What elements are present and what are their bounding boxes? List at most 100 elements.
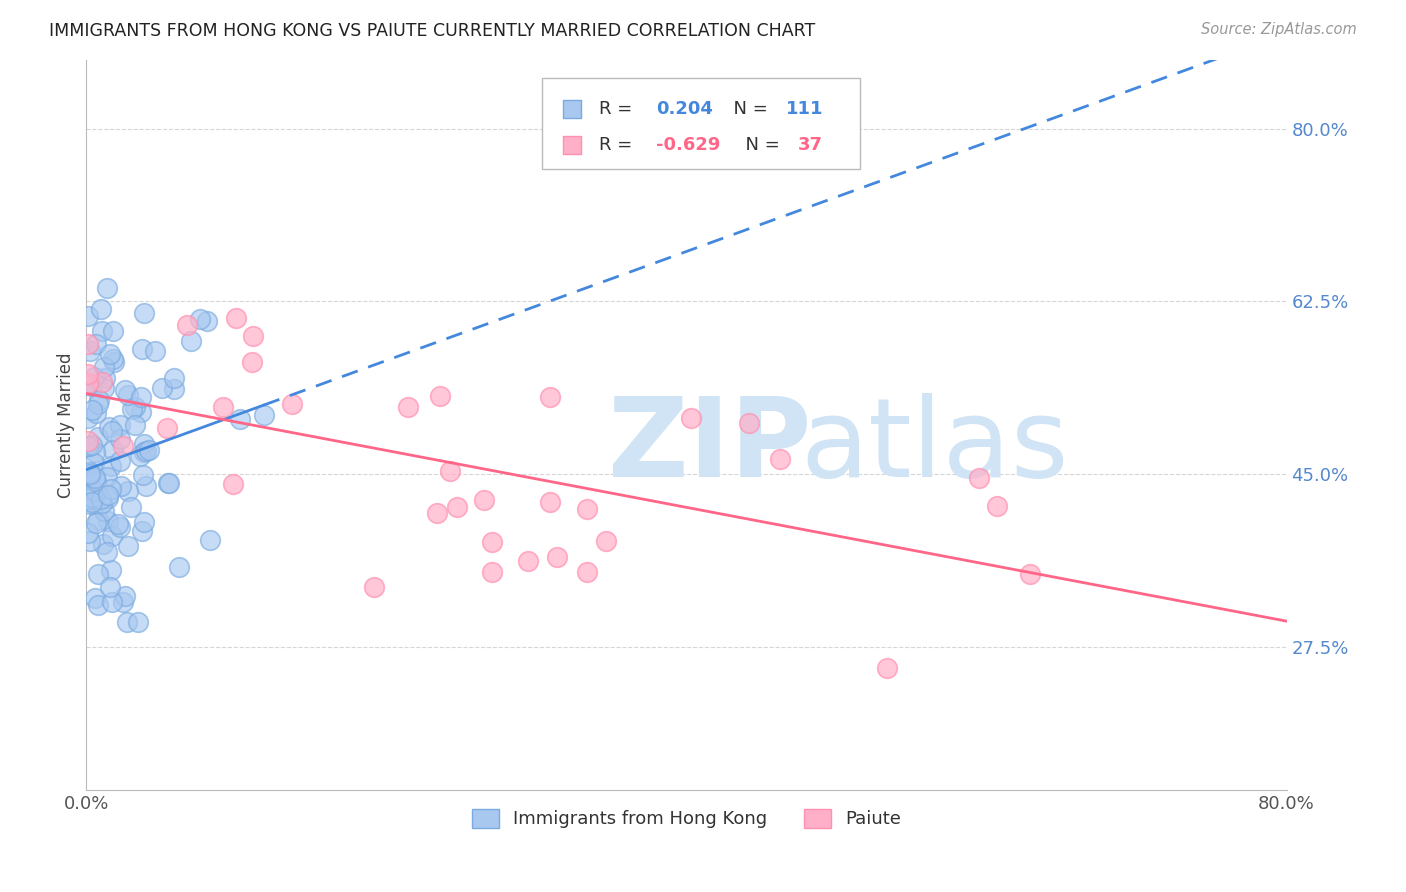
Text: R =: R = (599, 100, 638, 118)
Point (138, 443, 160, 458)
Point (198, 533, 221, 548)
Text: R =: R = (599, 136, 638, 154)
Point (111, 439, 134, 453)
Point (83, 370, 105, 384)
Point (683, 0, 706, 4)
Point (97, 491, 120, 506)
Point (91, 537, 114, 551)
Point (100, 563, 122, 577)
Point (481, 565, 503, 579)
Point (76, 367, 98, 381)
Point (80, 495, 103, 509)
Point (87, 598, 110, 612)
Point (135, 444, 157, 458)
Point (188, 311, 211, 326)
Point (150, 381, 173, 395)
Point (77, 439, 100, 453)
Point (398, 400, 420, 414)
Point (103, 355, 125, 369)
Point (76, 525, 98, 540)
Point (132, 467, 155, 482)
Point (242, 329, 264, 343)
Point (93, 503, 115, 517)
Point (83, 445, 105, 459)
Point (96, 544, 118, 558)
Point (83, 456, 105, 470)
Point (90, 375, 112, 389)
Point (176, 318, 198, 332)
Point (108, 520, 131, 534)
Point (121, 401, 143, 416)
Point (162, 370, 184, 384)
Point (124, 418, 146, 433)
Point (101, 442, 124, 457)
Point (79, 344, 101, 359)
Point (134, 515, 156, 529)
Point (80, 490, 103, 504)
Point (86, 513, 108, 527)
Point (472, 492, 495, 507)
Point (97, 420, 120, 434)
Point (101, 595, 124, 609)
Point (363, 580, 385, 594)
Point (84, 471, 107, 485)
Point (576, 565, 599, 579)
Point (76, 493, 98, 508)
Point (77, 483, 100, 497)
Point (156, 420, 179, 434)
Point (876, 661, 898, 675)
Point (77, 378, 100, 392)
Point (143, 343, 166, 358)
Point (180, 334, 202, 348)
Point (112, 595, 135, 609)
Point (96, 488, 118, 502)
Point (80, 491, 103, 506)
Point (225, 311, 247, 326)
Point (575, 502, 598, 516)
Point (98, 347, 121, 361)
Point (446, 500, 468, 515)
Text: N =: N = (734, 136, 786, 154)
Point (117, 539, 139, 553)
Point (681, 410, 703, 425)
Point (96, 469, 118, 483)
Point (82, 379, 104, 393)
Point (79, 498, 101, 512)
Text: 37: 37 (799, 136, 823, 154)
Point (87, 392, 110, 407)
Point (280, 397, 302, 411)
Point (195, 314, 218, 328)
Point (131, 524, 153, 538)
Point (79, 469, 101, 483)
Point (212, 401, 235, 415)
Point (87, 567, 110, 582)
Point (86, 406, 108, 420)
FancyBboxPatch shape (543, 78, 860, 169)
Point (128, 449, 150, 463)
Point (240, 355, 263, 369)
Point (134, 306, 156, 320)
Text: -0.629: -0.629 (657, 136, 721, 154)
Point (986, 500, 1008, 514)
Point (114, 589, 136, 603)
Point (84, 336, 107, 351)
Point (516, 554, 538, 568)
Point (117, 388, 139, 402)
Point (101, 324, 124, 338)
Point (87, 397, 110, 411)
Point (76, 411, 98, 425)
Point (108, 454, 131, 468)
Text: 111: 111 (786, 100, 824, 118)
Point (101, 424, 124, 438)
Text: ZIP: ZIP (609, 393, 811, 500)
Point (129, 404, 152, 418)
Point (83, 491, 105, 506)
Point (132, 437, 155, 451)
Point (481, 534, 503, 549)
Point (439, 464, 461, 478)
Point (98, 580, 121, 594)
Point (1018, 567, 1040, 582)
Legend: Immigrants from Hong Kong, Paiute: Immigrants from Hong Kong, Paiute (464, 802, 908, 836)
Point (546, 549, 568, 564)
Point (162, 382, 184, 396)
